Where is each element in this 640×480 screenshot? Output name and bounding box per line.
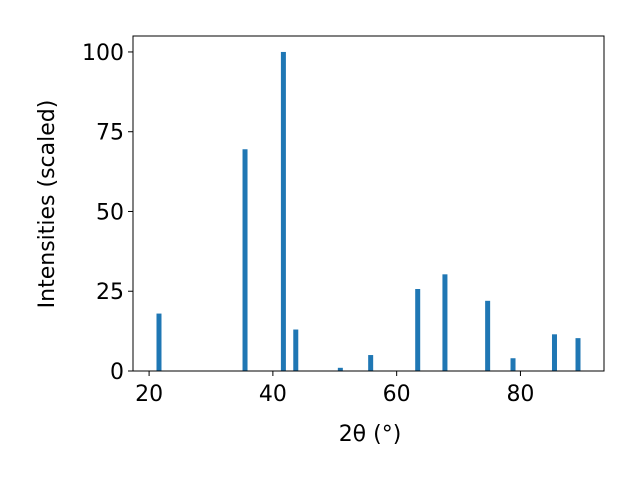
y-tick-label: 50 (96, 200, 124, 225)
y-tick-label: 75 (96, 121, 124, 146)
bar (575, 338, 581, 371)
bar (551, 334, 557, 371)
x-tick-label: 40 (259, 382, 287, 407)
bar (293, 329, 299, 371)
bar (442, 274, 448, 371)
bar (485, 300, 491, 371)
bar (510, 358, 516, 371)
bar (156, 313, 162, 371)
y-tick-label: 25 (96, 280, 124, 305)
x-tick-label: 80 (506, 382, 534, 407)
bar (242, 149, 248, 371)
y-axis-label: Intensities (scaled) (35, 100, 60, 309)
y-tick-label: 0 (110, 360, 124, 385)
bar (368, 355, 374, 371)
x-tick-label: 60 (383, 382, 411, 407)
bar (415, 289, 421, 371)
x-axis-label: 2θ (°) (339, 422, 402, 447)
bar (280, 51, 286, 371)
plot-frame (132, 35, 605, 372)
x-tick-label: 20 (135, 382, 163, 407)
y-tick-label: 100 (82, 41, 124, 66)
bar (337, 367, 343, 371)
